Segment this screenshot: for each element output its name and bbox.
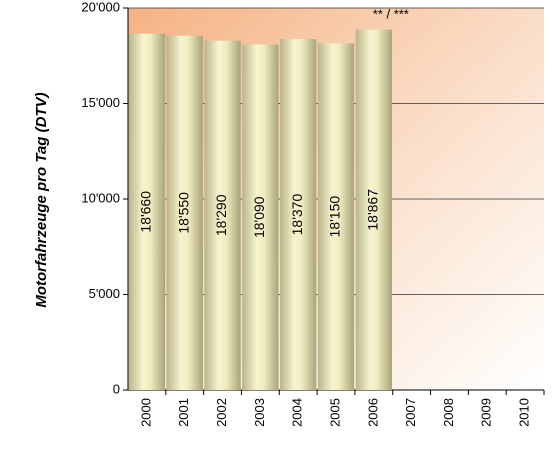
x-tick-label: 2010 [517, 398, 532, 427]
bar [204, 40, 241, 390]
bar [317, 43, 355, 391]
value-label: 18'867 [365, 189, 381, 231]
x-tick-label: 2001 [176, 398, 191, 427]
bar [280, 39, 317, 391]
value-label: 18'290 [213, 194, 229, 236]
x-tick-label: 2006 [365, 398, 380, 427]
bar [242, 44, 279, 391]
value-label: 18'090 [251, 196, 267, 238]
x-tick-label: 2005 [327, 398, 342, 427]
x-tick-label: 2004 [290, 398, 305, 427]
x-tick-label: 2000 [138, 398, 153, 427]
x-tick-label: 2003 [252, 398, 267, 427]
bar [128, 33, 166, 391]
x-tick-label: 2002 [214, 398, 229, 427]
annotation: ** / *** [373, 6, 409, 21]
value-label: 18'150 [327, 196, 343, 238]
x-tick-label: 2007 [403, 398, 418, 427]
y-tick-label: 10'000 [81, 190, 120, 205]
y-tick-label: 15'000 [81, 95, 120, 110]
value-label: 18'370 [289, 194, 305, 236]
y-tick-label: 20'000 [81, 0, 120, 14]
y-tick-label: 5'000 [89, 286, 120, 301]
value-label: 18'660 [138, 191, 154, 233]
x-tick-label: 2009 [479, 398, 494, 427]
y-tick-label: 0 [113, 381, 120, 396]
value-label: 18'550 [175, 192, 191, 234]
x-tick-label: 2008 [441, 398, 456, 427]
bar [166, 35, 203, 390]
bar [355, 29, 392, 391]
y-axis-title: Motorfahrzeuge pro Tag (DTV) [33, 92, 50, 307]
